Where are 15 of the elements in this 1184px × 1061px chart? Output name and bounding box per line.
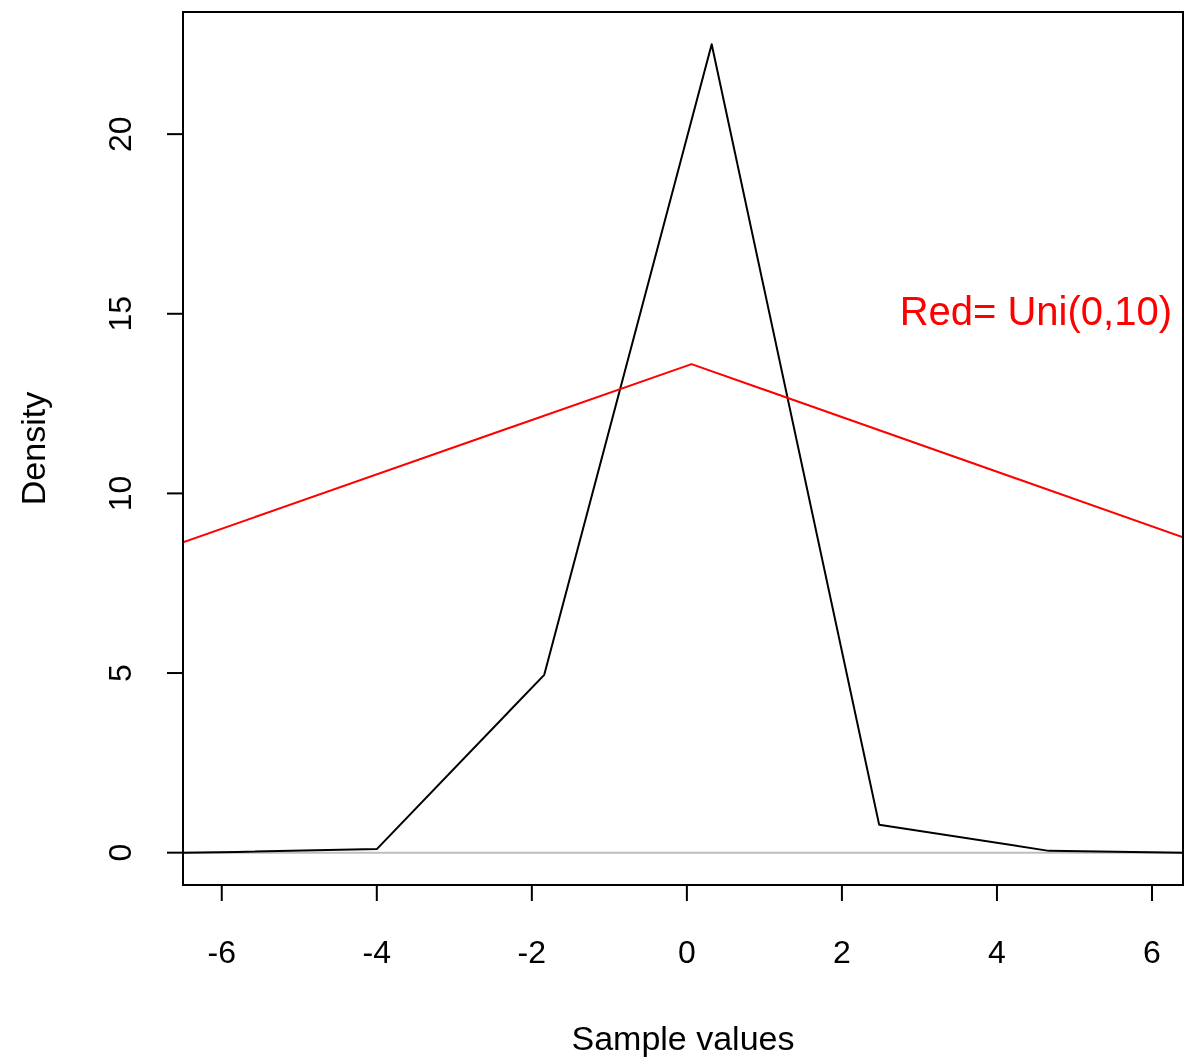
y-tick-label: 20 (102, 116, 138, 152)
y-tick-label: 15 (102, 295, 138, 332)
x-tick-label: 6 (1143, 934, 1161, 970)
y-tick-label: 0 (102, 843, 138, 862)
x-tick-label: -2 (517, 934, 547, 970)
x-tick-label: 4 (988, 934, 1006, 970)
x-tick-label: 2 (833, 934, 851, 970)
y-axis-title: Density (14, 391, 52, 506)
x-tick-label: -6 (207, 934, 236, 970)
y-tick-label: 5 (102, 664, 138, 682)
x-axis-title: Sample values (571, 1019, 795, 1057)
y-tick-label: 10 (102, 475, 138, 512)
x-tick-label: -4 (362, 934, 392, 970)
x-tick-label: 0 (677, 934, 696, 970)
annotation: Red= Uni(0,10) (899, 289, 1172, 333)
